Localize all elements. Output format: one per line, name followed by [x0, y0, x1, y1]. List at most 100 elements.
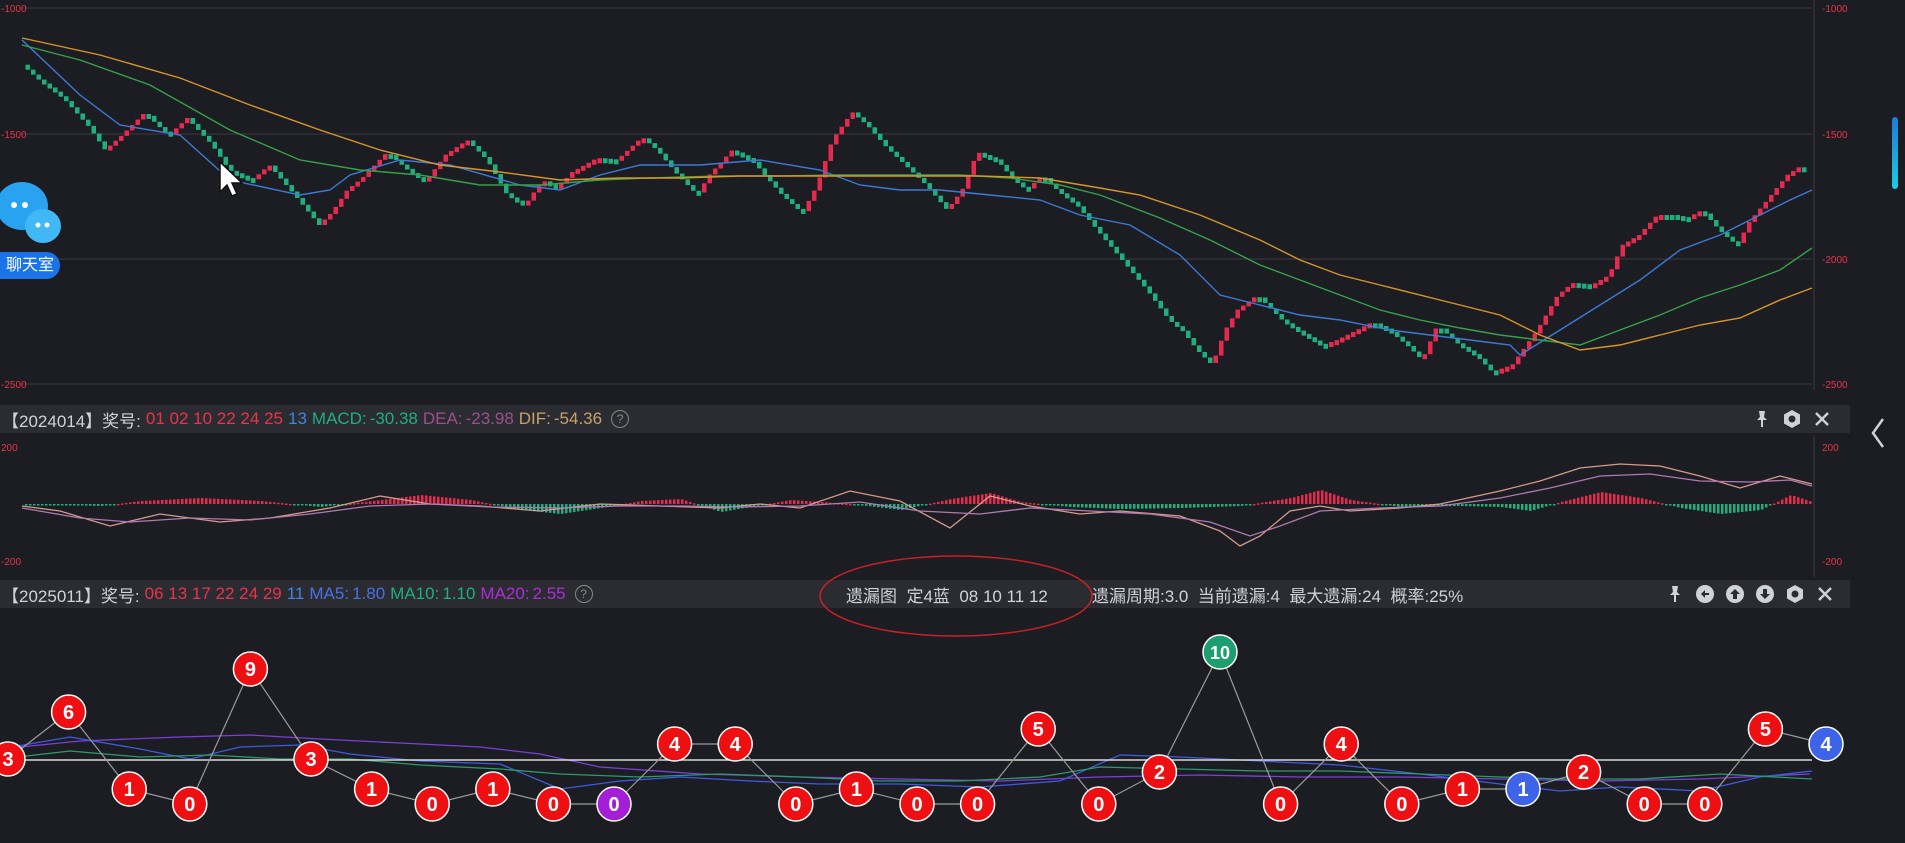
renko-brick	[267, 165, 272, 171]
renko-brick	[839, 126, 844, 135]
macd-histogram-bar	[757, 504, 760, 506]
macd-histogram-bar	[601, 504, 604, 508]
omission-ball: 4	[656, 726, 693, 762]
renko-brick	[1411, 346, 1416, 352]
renko-brick	[883, 139, 888, 147]
omission-ball-circle	[1202, 634, 1238, 670]
renko-brick	[1714, 220, 1719, 227]
macd-histogram-bar	[257, 500, 260, 504]
macd-histogram-bar	[1149, 504, 1152, 509]
renko-brick	[278, 172, 283, 179]
renko-brick	[157, 121, 162, 128]
renko-brick	[108, 145, 113, 151]
up-arrow-icon[interactable]	[1725, 584, 1745, 604]
macd-histogram-bar	[825, 502, 828, 504]
macd-histogram-bar	[1709, 504, 1712, 513]
macd-histogram-bar	[1193, 504, 1196, 508]
renko-brick	[1197, 345, 1202, 352]
macd-histogram-bar	[33, 504, 36, 506]
macd-histogram-bar	[157, 500, 160, 504]
macd-histogram-bar	[1713, 504, 1716, 513]
macd-histogram-bar	[1197, 504, 1200, 508]
macd-histogram-bar	[701, 504, 704, 506]
scrollbar-thumb[interactable]	[1892, 117, 1898, 189]
macd-histogram-bar	[177, 499, 180, 504]
macd-histogram-bar	[1297, 496, 1300, 504]
gear-icon[interactable]	[1782, 409, 1802, 429]
macd-histogram-bar	[785, 500, 788, 504]
macd-histogram-bar	[1189, 504, 1192, 508]
renko-brick	[509, 193, 514, 199]
omission-ball-label: 0	[608, 794, 619, 816]
renko-brick	[1169, 315, 1174, 322]
macd-histogram-bar	[805, 501, 808, 504]
renko-brick	[971, 160, 976, 175]
renko-brick	[1351, 332, 1356, 337]
macd-histogram-bar	[1361, 501, 1364, 504]
macd-histogram-bar	[1641, 498, 1644, 504]
macd-histogram-bar	[1125, 504, 1128, 509]
pin-icon[interactable]	[1665, 584, 1685, 604]
renko-brick	[1598, 280, 1603, 285]
moving-average-line	[21, 39, 1813, 356]
renko-brick	[597, 158, 602, 164]
macd-histogram-bar	[1301, 495, 1304, 504]
close-icon[interactable]	[1815, 584, 1835, 604]
renko-brick	[790, 199, 795, 205]
macd-histogram-bar	[1397, 504, 1400, 507]
macd-histogram-bar	[793, 500, 796, 504]
macd-histogram-bar	[125, 502, 128, 505]
macd-histogram-bar	[1733, 504, 1736, 513]
macd-histogram-bar	[925, 504, 928, 506]
macd-histogram-bar	[1209, 504, 1212, 508]
omission-ball: 1	[1505, 771, 1541, 807]
undo-icon[interactable]	[1695, 584, 1715, 604]
macd-histogram-bar	[1241, 504, 1244, 506]
macd-histogram-bar	[1513, 504, 1516, 509]
macd-histogram-bar	[1253, 503, 1256, 506]
renko-brick	[1021, 182, 1026, 188]
omission-ball: 5	[1020, 711, 1056, 747]
chat-room-label[interactable]: 聊天室	[0, 252, 60, 279]
chevron-left-icon[interactable]	[1868, 415, 1888, 451]
help-icon[interactable]: ?	[611, 410, 630, 428]
renko-brick	[1142, 279, 1147, 287]
macd-histogram-bar	[1093, 504, 1096, 508]
renko-brick	[691, 185, 696, 191]
macd-histogram-bar	[237, 499, 240, 504]
macd-histogram-bar	[1145, 504, 1148, 509]
macd-histogram-bar	[1049, 504, 1052, 506]
renko-brick	[1763, 201, 1768, 209]
help-icon[interactable]: ?	[574, 585, 593, 603]
renko-brick	[311, 211, 316, 219]
macd-histogram-bar	[1469, 504, 1472, 507]
down-arrow-icon[interactable]	[1755, 584, 1775, 604]
renko-brick	[377, 159, 382, 166]
pin-icon[interactable]	[1752, 409, 1772, 429]
renko-brick	[1802, 167, 1807, 173]
renko-brick	[1587, 284, 1592, 290]
macd-histogram-bar	[325, 504, 328, 507]
macd-histogram-bar	[657, 500, 660, 504]
renko-brick	[977, 152, 982, 161]
macd-histogram-bar	[917, 504, 920, 507]
macd-histogram-bar	[1245, 504, 1248, 506]
omission-ball-label: 5	[1033, 719, 1044, 741]
renko-brick	[284, 178, 289, 186]
close-icon[interactable]	[1812, 409, 1832, 429]
renko-brick	[795, 204, 800, 209]
omission-ball: 4	[717, 726, 753, 762]
macd-histogram-bar	[137, 501, 140, 504]
renko-brick	[1175, 321, 1180, 327]
renko-brick	[1037, 177, 1042, 183]
gear-icon[interactable]	[1785, 584, 1805, 604]
renko-brick	[1153, 293, 1158, 301]
macd-histogram-bar	[1121, 504, 1124, 509]
macd-histogram-bar	[653, 500, 656, 504]
macd-histogram-bar	[953, 498, 956, 504]
renko-brick	[955, 196, 960, 204]
renko-brick	[251, 178, 256, 184]
macd-histogram-bar	[73, 504, 76, 506]
chat-room-widget[interactable]	[0, 178, 64, 282]
renko-brick	[1736, 241, 1741, 247]
